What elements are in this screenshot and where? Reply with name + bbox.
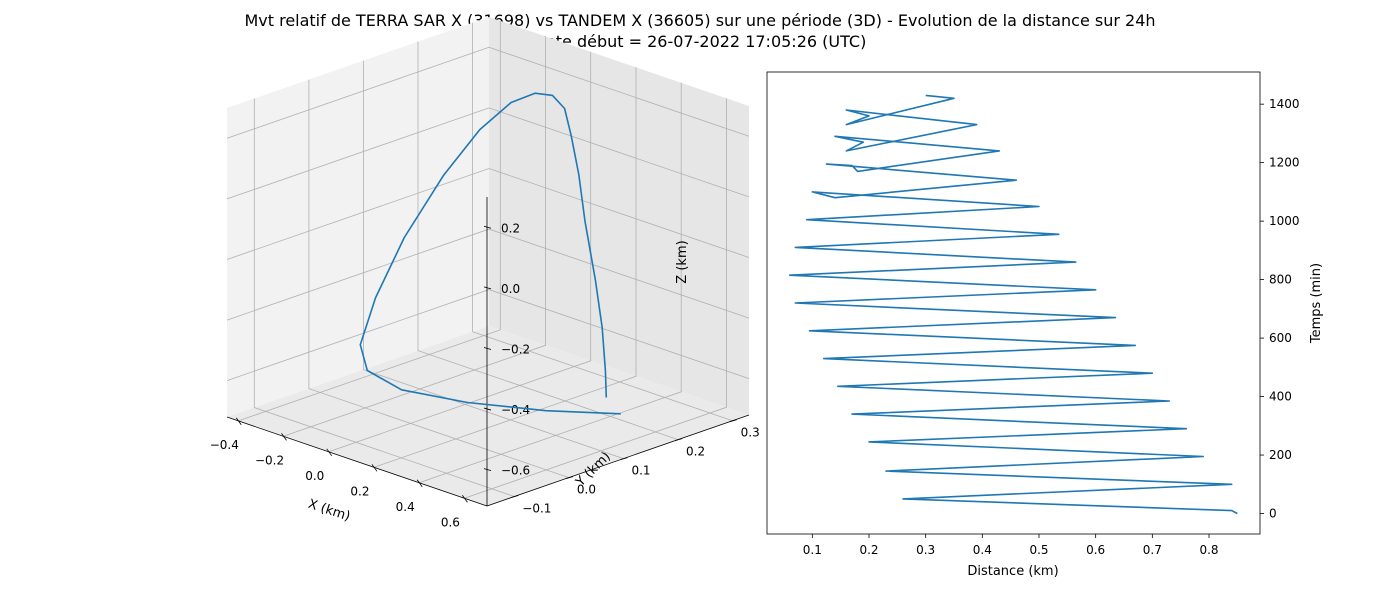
x-tick-label-3d: 0.6 [441, 515, 460, 529]
x-gridline-3d [238, 20, 501, 422]
figure-title-line1: Mvt relatif de TERRA SAR X (31698) vs TA… [244, 11, 1155, 30]
y-gridline-3d [253, 98, 515, 497]
z-tick-3d [483, 468, 492, 472]
pane-xz [489, 17, 749, 415]
plot-2d-axes: 0.1 0.2 0.3 0.4 0.5 0.6 0.7 0.8 0 200 400 600 800 100… [766, 71, 1300, 557]
y-gridline-3d [472, 22, 733, 422]
y-gridline-3d [417, 41, 679, 440]
y-tick-label-3d: 0.1 [631, 464, 650, 478]
x-gridline-3d [283, 36, 546, 437]
plot-frame-2d [766, 71, 1261, 535]
trajectory-line-3d [359, 92, 621, 415]
x-tick-label-2d: 0.3 [916, 543, 935, 557]
y-axis-line-3d [486, 414, 750, 507]
y-tick-label-3d: 0.0 [577, 483, 596, 497]
x-tick-3d [371, 464, 378, 472]
y-tick-label-3d: 0.3 [741, 426, 760, 440]
y-tick-label-3d: −0.1 [522, 502, 551, 516]
y-tick-label-2d: 1200 [1269, 156, 1300, 170]
x-tick-label-3d: −0.4 [210, 438, 239, 452]
x-tick-label-2d: 0.1 [803, 543, 822, 557]
figure-title-line2: Date début = 26-07-2022 17:05:26 (UTC) [534, 32, 867, 51]
plot-3d-axes: −0.4 −0.2 0.0 0.2 0.4 0.6 −0.1 0.0 0.1 0.2 0.3 −0.6… [210, 17, 760, 529]
x-tick-label-3d: 0.0 [305, 469, 324, 483]
x-tick-label-3d: 0.2 [350, 484, 369, 498]
x-axis-line-3d [226, 416, 488, 507]
x-tick-label-2d: 0.4 [973, 543, 992, 557]
z-gridline-3d [226, 289, 750, 381]
z-tick-3d [483, 225, 492, 229]
x-tick-label-2d: 0.6 [1086, 543, 1105, 557]
z-tick-3d [483, 286, 492, 290]
y-tick-label-2d: 0 [1269, 507, 1277, 521]
z-axis-label-3d: Z (km) [675, 240, 690, 283]
x-tick-3d [281, 433, 287, 441]
z-tick-label-3d: −0.2 [501, 342, 530, 356]
z-tick-label-3d: −0.4 [501, 403, 530, 417]
y-tick-label-2d: 1000 [1269, 214, 1300, 228]
y-tick-3d [565, 476, 573, 479]
distance-line-2d [788, 94, 1238, 515]
y-tick-3d [729, 419, 737, 423]
y-tick-label-2d: 1400 [1269, 97, 1300, 111]
z-tick-3d [483, 407, 492, 411]
y-tick-3d [674, 438, 683, 442]
x-gridline-3d [373, 67, 637, 468]
y-axis-label-2d: Temps (min) [1309, 263, 1324, 344]
x-tick-3d [235, 417, 242, 426]
x-tick-label-3d: −0.2 [255, 453, 284, 467]
x-tick-label-2d: 0.8 [1199, 543, 1218, 557]
z-tick-label-3d: −0.6 [501, 464, 530, 478]
y-tick-label-3d: 0.2 [686, 445, 705, 459]
y-tick-3d [511, 495, 519, 498]
y-tick-label-2d: 800 [1269, 273, 1292, 287]
y-tick-label-2d: 600 [1269, 331, 1292, 345]
pane-xy [227, 326, 749, 506]
x-gridline-3d [464, 98, 727, 499]
x-tick-label-3d: 0.4 [396, 500, 415, 514]
x-gridline-3d [419, 82, 682, 484]
y-tick-3d [620, 457, 628, 460]
z-tick-label-3d: 0.2 [501, 221, 520, 235]
z-tick-label-3d: 0.0 [501, 282, 520, 296]
x-tick-label-2d: 0.2 [859, 543, 878, 557]
y-tick-label-2d: 400 [1269, 390, 1292, 404]
x-tick-label-2d: 0.7 [1143, 543, 1162, 557]
x-tick-3d [326, 448, 333, 457]
y-gridline-3d [363, 60, 624, 459]
z-gridline-3d [226, 168, 750, 260]
z-tick-3d [483, 347, 492, 350]
z-gridline-3d [226, 228, 750, 321]
x-axis-label-2d: Distance (km) [967, 564, 1058, 579]
pane-yz [227, 17, 489, 417]
y-gridline-3d [308, 79, 570, 478]
x-gridline-3d [328, 51, 592, 453]
x-axis-label-3d: X (km) [306, 497, 352, 525]
x-tick-label-2d: 0.5 [1029, 543, 1048, 557]
x-tick-3d [416, 479, 423, 488]
z-gridline-3d [226, 46, 750, 139]
x-tick-3d [462, 495, 468, 503]
y-tick-label-2d: 200 [1269, 448, 1292, 462]
z-gridline-3d [226, 107, 750, 200]
